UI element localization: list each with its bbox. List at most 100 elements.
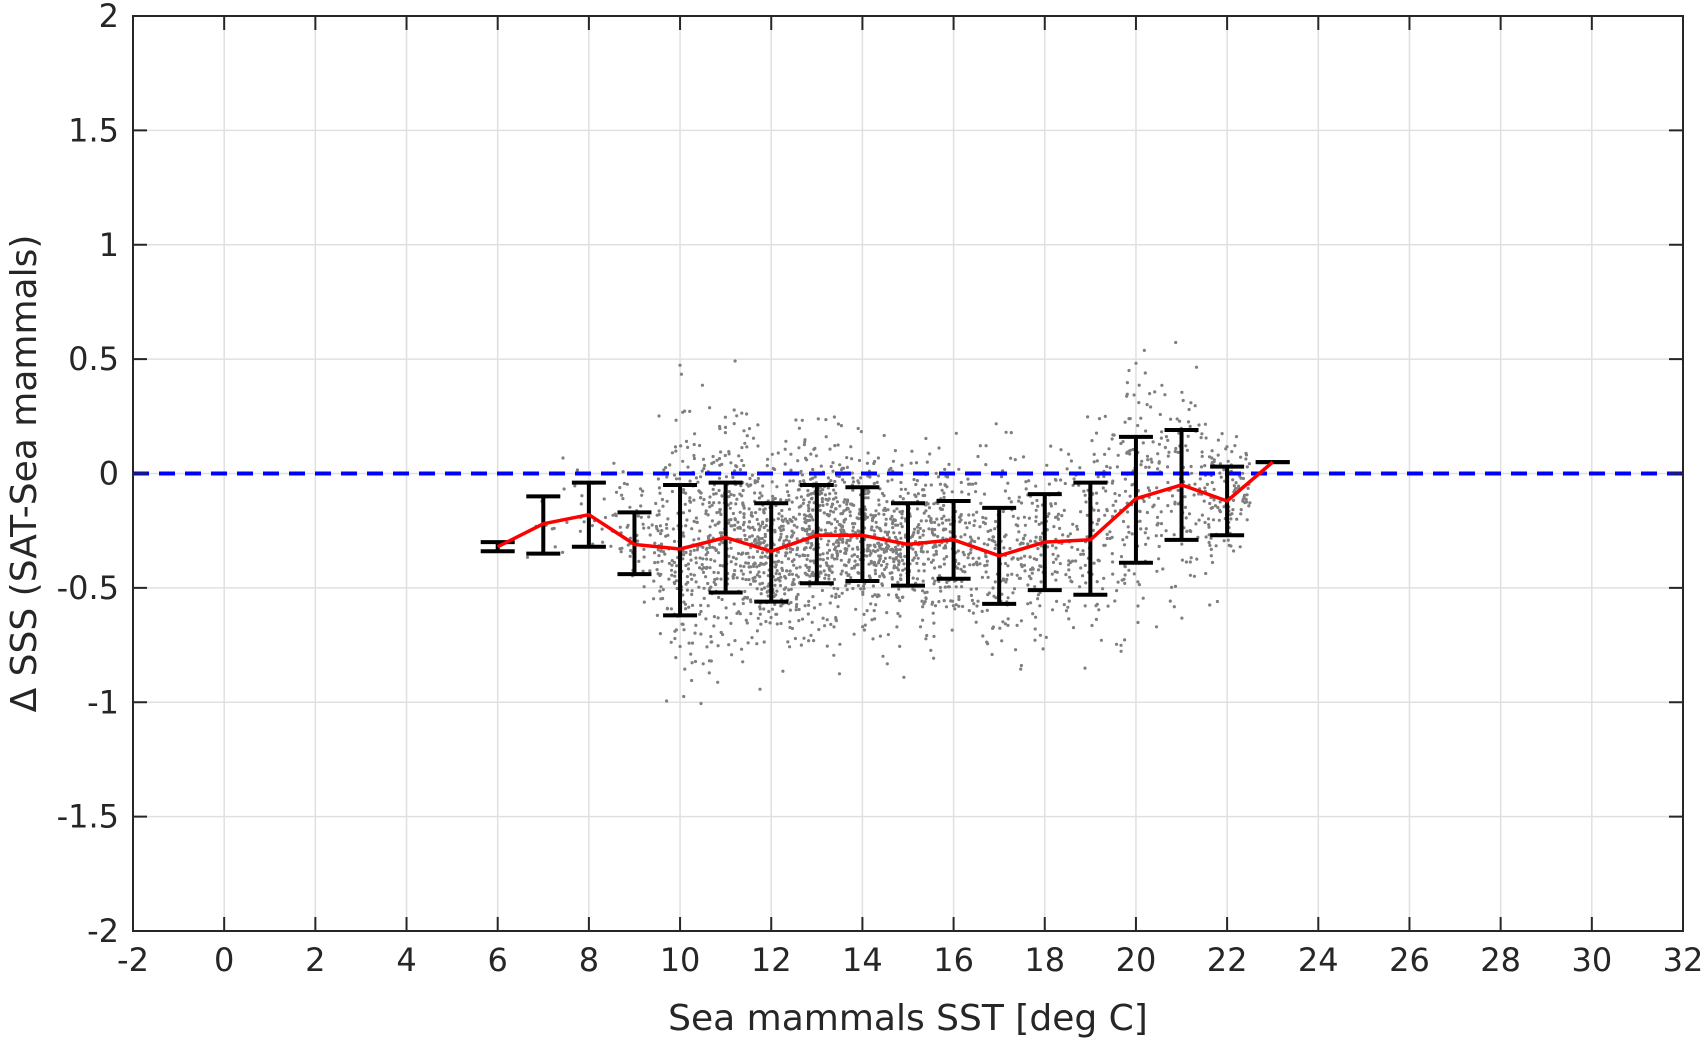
scatter-point (1207, 525, 1211, 529)
scatter-point (702, 586, 706, 590)
scatter-point (1055, 515, 1059, 519)
scatter-point (829, 505, 834, 509)
scatter-point (811, 467, 815, 472)
scatter-point (876, 541, 880, 546)
scatter-point (708, 533, 712, 537)
scatter-point (943, 467, 947, 471)
scatter-point (1172, 533, 1176, 537)
scatter-point (949, 599, 953, 603)
scatter-point (770, 607, 775, 611)
scatter-point (839, 524, 843, 528)
scatter-point (1137, 583, 1141, 587)
scatter-point (826, 486, 830, 490)
scatter-point (924, 483, 928, 487)
scatter-point (1203, 486, 1207, 490)
scatter-point (701, 502, 705, 506)
scatter-point (854, 607, 858, 611)
scatter-point (764, 544, 768, 549)
scatter-point (1061, 533, 1065, 537)
scatter-point (739, 484, 743, 488)
scatter-point (795, 525, 799, 529)
scatter-point (746, 641, 750, 645)
scatter-point (829, 622, 833, 627)
scatter-point (1226, 459, 1230, 463)
scatter-point (773, 602, 777, 607)
scatter-point (712, 570, 716, 575)
scatter-point (895, 625, 899, 629)
scatter-point (658, 632, 663, 636)
scatter-point (751, 555, 756, 559)
scatter-point (773, 583, 777, 587)
scatter-point (899, 573, 903, 577)
scatter-point (1231, 508, 1235, 512)
scatter-point (660, 497, 665, 502)
scatter-point (783, 592, 787, 596)
scatter-point (1185, 448, 1189, 452)
scatter-point (1151, 440, 1155, 444)
scatter-point (1145, 510, 1149, 515)
scatter-point (829, 509, 833, 513)
scatter-point (1194, 522, 1198, 526)
scatter-point (870, 519, 875, 523)
scatter-point (690, 527, 694, 531)
scatter-point (870, 525, 874, 529)
scatter-point (829, 479, 833, 483)
y-tick-label: 0.5 (68, 340, 119, 378)
scatter-point (799, 504, 803, 508)
scatter-point (936, 534, 940, 539)
scatter-point (1019, 619, 1024, 623)
scatter-point (728, 540, 732, 544)
scatter-point (967, 513, 971, 517)
scatter-point (849, 445, 853, 449)
scatter-point (805, 557, 809, 562)
scatter-point (1002, 546, 1006, 550)
scatter-point (1166, 465, 1170, 469)
scatter-point (799, 495, 804, 499)
scatter-point (1123, 420, 1127, 424)
scatter-point (1153, 390, 1157, 394)
scatter-point (1033, 638, 1037, 642)
scatter-point (1072, 477, 1076, 481)
scatter-point (765, 517, 769, 522)
scatter-point (1023, 554, 1027, 558)
scatter-point (1125, 394, 1129, 398)
scatter-point (878, 527, 882, 531)
scatter-point (838, 549, 843, 554)
scatter-point (795, 595, 799, 599)
scatter-point (1075, 524, 1079, 529)
scatter-point (866, 496, 870, 500)
scatter-point (1070, 559, 1075, 563)
scatter-point (887, 536, 891, 540)
scatter-point (1216, 438, 1220, 442)
scatter-point (1173, 584, 1178, 589)
scatter-point (901, 568, 905, 572)
scatter-point (819, 537, 823, 541)
scatter-point (784, 586, 788, 590)
scatter-point (811, 595, 815, 599)
scatter-point (663, 552, 667, 556)
scatter-point (1011, 556, 1015, 560)
scatter-point (1244, 453, 1249, 457)
scatter-point (1038, 633, 1042, 637)
scatter-point (688, 499, 692, 503)
scatter-point (1180, 558, 1184, 562)
scatter-point (758, 607, 762, 611)
scatter-point (1128, 452, 1132, 456)
scatter-point (694, 516, 699, 520)
scatter-point (913, 527, 917, 531)
scatter-point (898, 494, 902, 499)
scatter-point (1096, 508, 1101, 513)
scatter-point (841, 537, 845, 541)
scatter-point (622, 481, 627, 486)
scatter-point (1146, 486, 1150, 490)
scatter-point (841, 540, 845, 544)
scatter-point (885, 611, 889, 615)
scatter-point (892, 509, 896, 513)
scatter-point (933, 604, 938, 608)
scatter-point (845, 456, 849, 460)
scatter-point (1149, 457, 1153, 461)
scatter-point (961, 604, 965, 609)
scatter-point (967, 609, 971, 613)
scatter-point (1156, 467, 1160, 471)
scatter-point (639, 504, 643, 508)
